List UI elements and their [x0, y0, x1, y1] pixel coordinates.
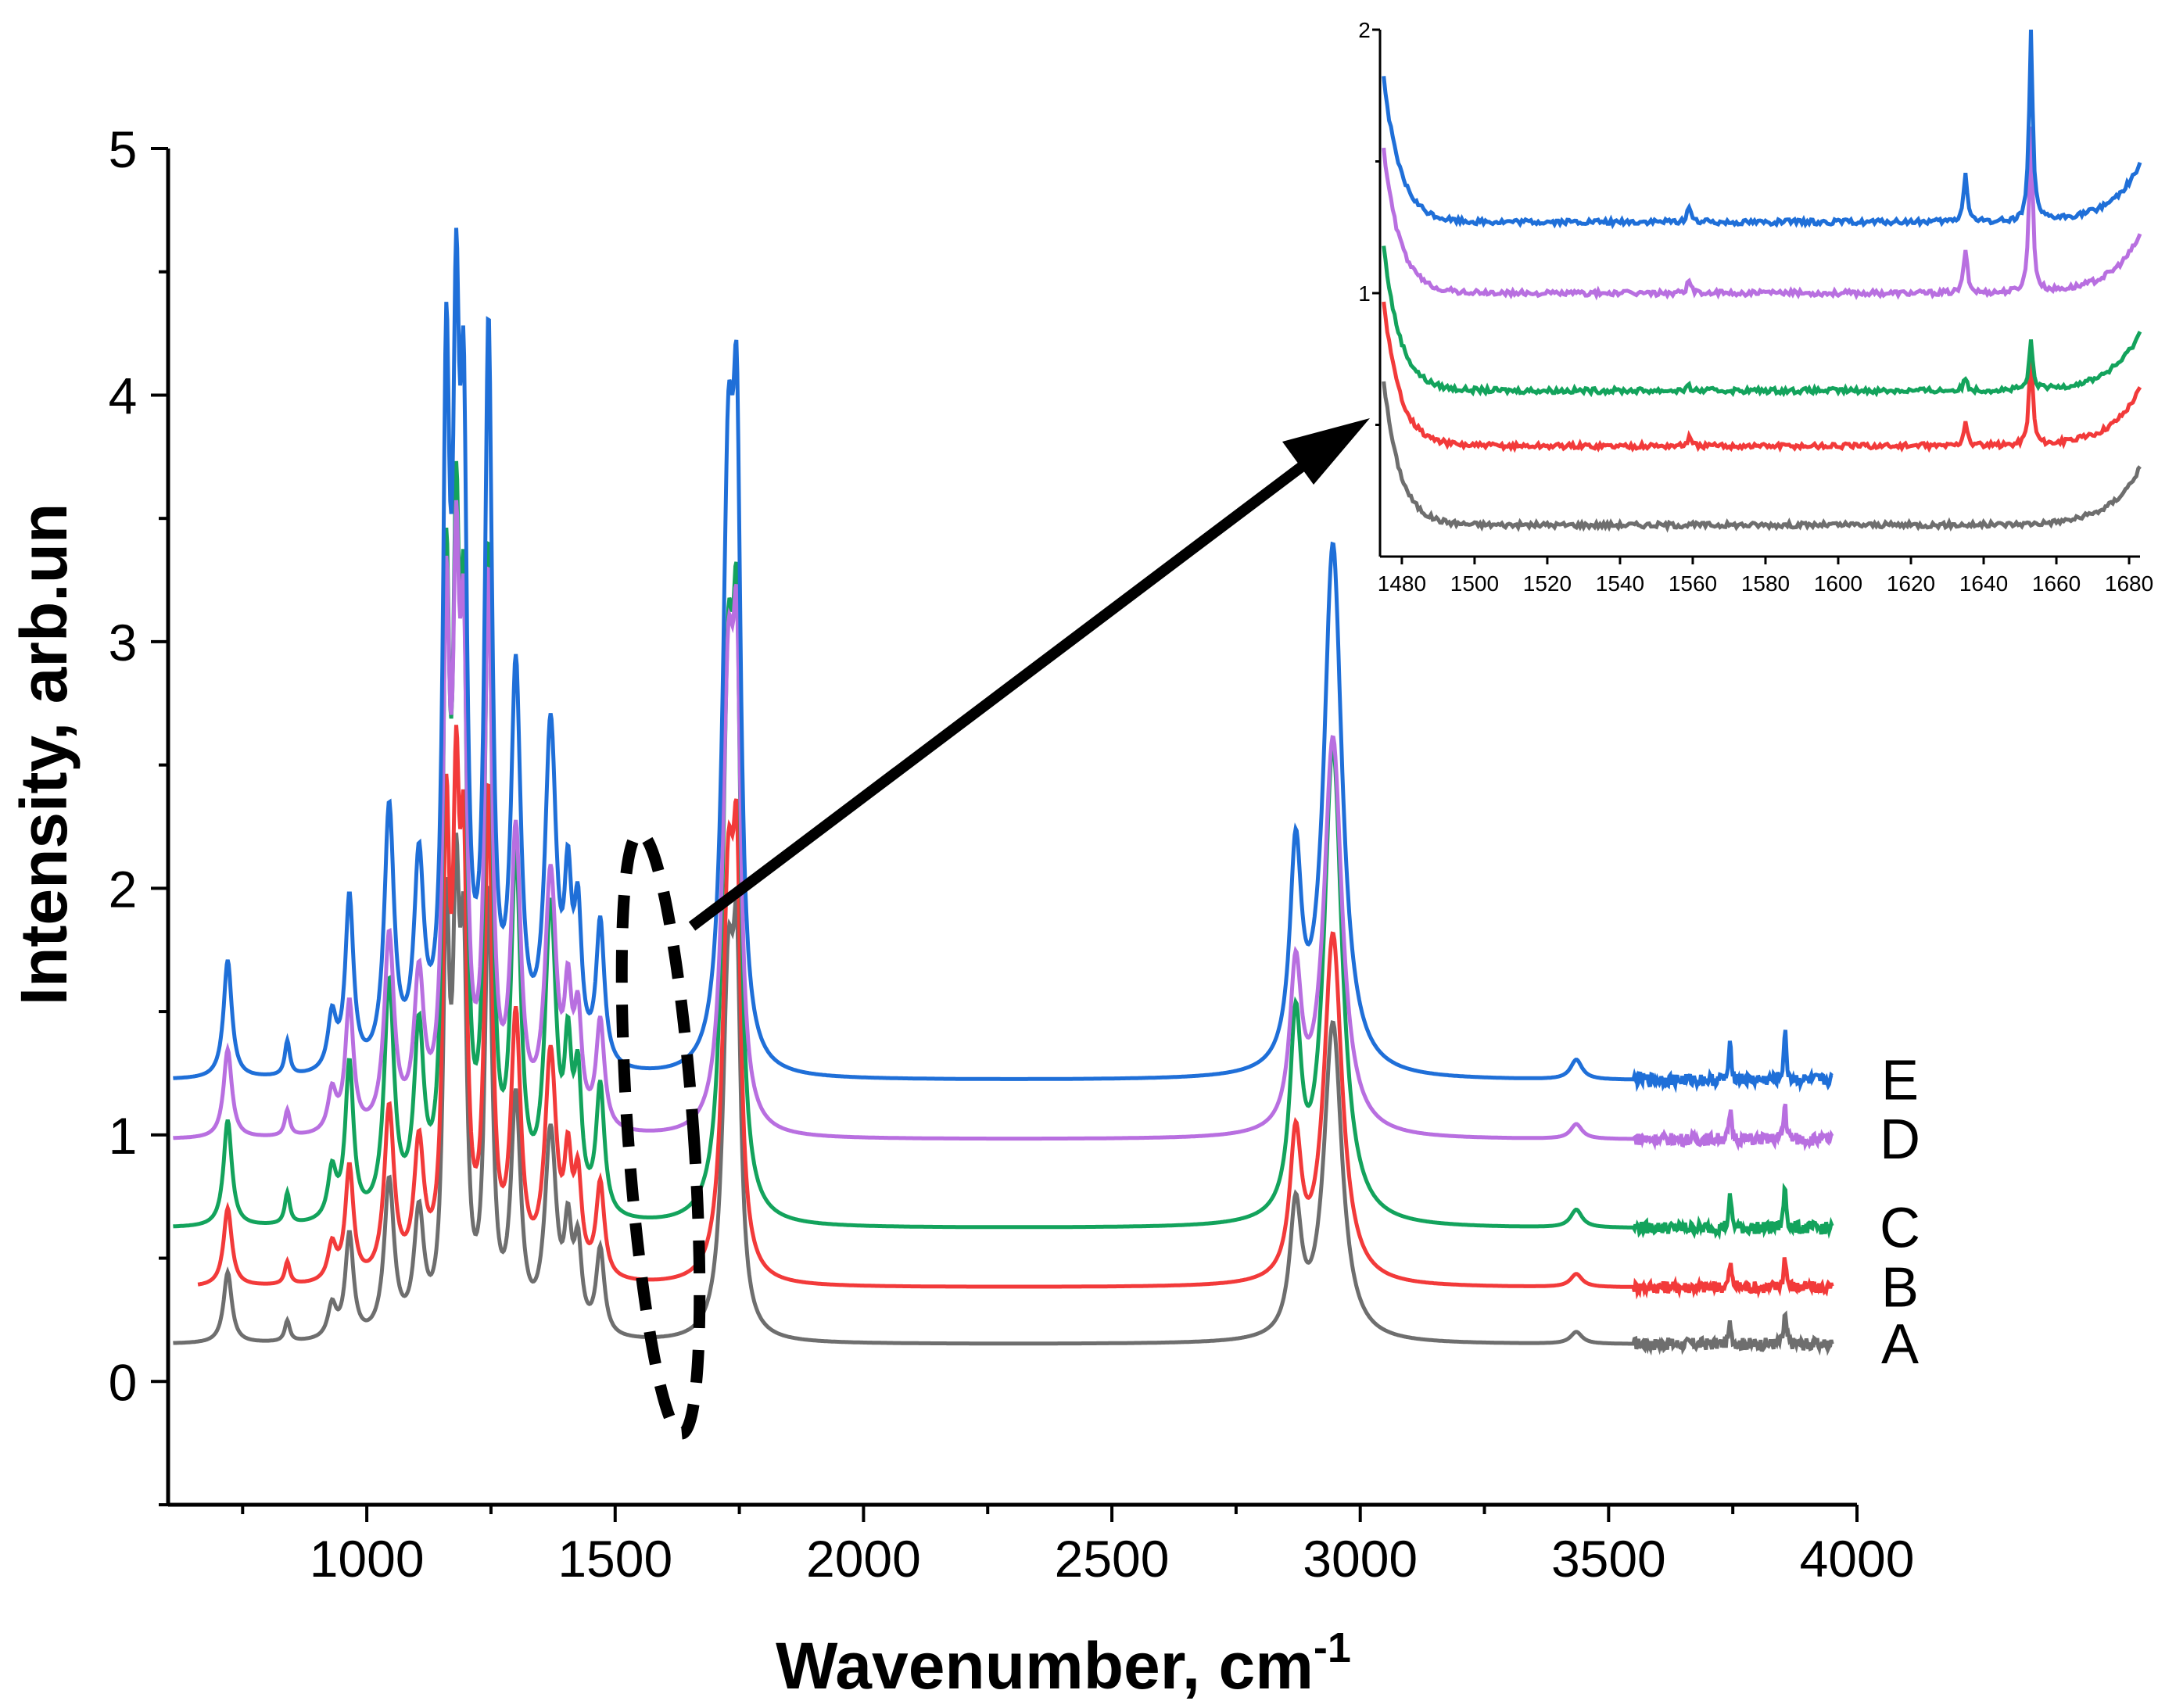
zoom-arrow-shaft [688, 447, 1325, 931]
inset-y-tick-label: 1 [1358, 281, 1371, 306]
inset-x-tick-label: 1540 [1596, 571, 1644, 596]
main-tick-labels: 1000 1500 2000 2500 3000 3500 4000 0 1 2 3 4 5 [109, 120, 1915, 1588]
zoom-arrow-head [1282, 418, 1370, 485]
inset-series-line-D [1382, 126, 2142, 301]
y-axis-title: Intensity, arb.un [7, 503, 81, 1006]
series-label-B: B [1881, 1256, 1919, 1319]
series-label-C: C [1880, 1198, 1920, 1260]
series-line-A [173, 833, 1834, 1356]
x-tick-label: 4000 [1800, 1530, 1915, 1588]
main-axes [151, 147, 1859, 1522]
x-axis-title: Wavenumber, cm-1 [776, 1624, 1351, 1703]
x-axis-title-text: Wavenumber, cm [776, 1629, 1314, 1703]
inset-series-group [1382, 29, 2142, 533]
x-tick-label: 2000 [806, 1530, 921, 1588]
y-tick-label: 5 [109, 120, 138, 178]
inset-x-tick-label: 1580 [1741, 571, 1790, 596]
y-tick-label: 1 [109, 1107, 138, 1165]
inset-series-line-E [1382, 29, 2142, 230]
inset-tick-labels: 1480 1500 1520 1540 1560 1580 1600 1620 1640 1660… [1358, 18, 2153, 596]
inset-series-line-A [1382, 381, 2142, 533]
inset-axes [1372, 28, 2140, 564]
inset-x-tick-label: 1660 [2032, 571, 2081, 596]
y-tick-label: 0 [109, 1353, 138, 1411]
inset-x-tick-label: 1480 [1378, 571, 1426, 596]
inset-x-tick-label: 1500 [1450, 571, 1499, 596]
y-tick-label: 4 [109, 367, 138, 424]
inset-series-line-B [1382, 301, 2142, 453]
x-tick-label: 1000 [310, 1530, 425, 1588]
inset-y-tick-label: 2 [1358, 18, 1371, 42]
inset-x-tick-label: 1680 [2105, 571, 2153, 596]
series-label-D: D [1880, 1108, 1920, 1171]
y-tick-label: 2 [109, 860, 138, 918]
series-line-B [197, 725, 1834, 1300]
y-tick-label: 3 [109, 614, 138, 671]
series-label-A: A [1881, 1313, 1919, 1376]
series-line-E [173, 227, 1834, 1094]
x-tick-label: 3500 [1551, 1530, 1666, 1588]
inset-plot: 1480 1500 1520 1540 1560 1580 1600 1620 1640 1660… [1358, 18, 2153, 596]
inset-x-tick-label: 1640 [1959, 571, 2008, 596]
x-tick-label: 3000 [1303, 1530, 1418, 1588]
zoom-region-ellipse [615, 827, 706, 1440]
x-tick-label: 1500 [557, 1530, 672, 1588]
inset-x-tick-label: 1520 [1523, 571, 1572, 596]
inset-x-tick-label: 1600 [1814, 571, 1862, 596]
series-line-D [173, 500, 1834, 1151]
series-label-E: E [1881, 1049, 1919, 1112]
main-series-group [173, 227, 1834, 1356]
x-tick-label: 2500 [1055, 1530, 1170, 1588]
inset-series-line-C [1382, 245, 2142, 398]
inset-x-tick-label: 1560 [1669, 571, 1717, 596]
inset-x-tick-label: 1620 [1887, 571, 1935, 596]
x-axis-title-superscript: -1 [1314, 1624, 1351, 1671]
